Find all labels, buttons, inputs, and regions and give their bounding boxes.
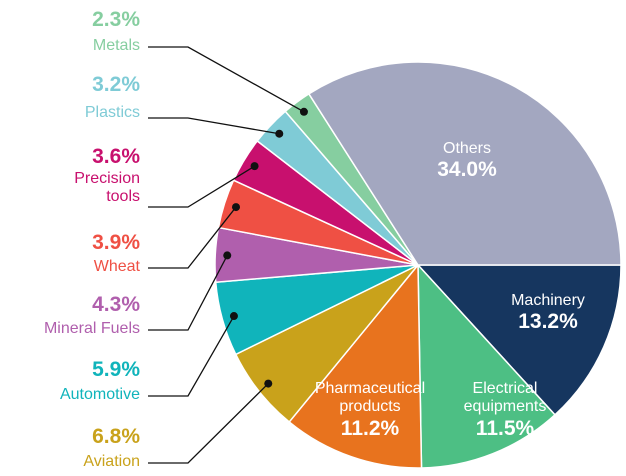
slice-label: Machinery 13.2% [511, 292, 585, 335]
category-label: Machinery [511, 292, 585, 309]
pie-slice [417, 263, 557, 469]
category-label: Electrical equipments [463, 380, 547, 416]
value-label: 3.9% [92, 231, 140, 254]
connector [148, 383, 269, 464]
value-label: 11.2% [340, 416, 400, 440]
value-label: 3.6% [92, 145, 140, 168]
connector [148, 46, 305, 113]
category-label: Wheat [93, 258, 140, 275]
value-label: 2.3% [92, 8, 140, 31]
slice-label: Others 34.0% [437, 140, 497, 183]
category-label: Precision tools [74, 170, 140, 206]
connector [148, 117, 280, 135]
value-label: 5.9% [92, 358, 140, 381]
pie-slice [288, 262, 423, 469]
connector-dot [299, 107, 308, 116]
category-label: Plastics [84, 104, 140, 121]
connector-dot [250, 162, 259, 171]
connector [148, 206, 237, 269]
connector [148, 315, 235, 397]
value-label: 4.3% [92, 293, 140, 316]
category-label: Aviation [83, 453, 140, 470]
connector [148, 255, 228, 331]
category-label: Mineral Fuels [43, 320, 140, 337]
value-label: 13.2% [518, 310, 578, 334]
category-label: Automotive [59, 386, 140, 403]
connector-dot [275, 129, 284, 138]
pie-slice [416, 264, 622, 416]
slice-label: Electrical equipments 11.5% [450, 380, 560, 441]
connector-dot [264, 379, 273, 388]
value-label: 34.0% [437, 158, 497, 182]
slice-label: Pharmaceutical products 11.2% [305, 380, 435, 441]
connector-dot [231, 203, 240, 212]
pie-slice [307, 61, 622, 266]
value-label: 11.5% [475, 416, 535, 440]
value-label: 3.2% [92, 73, 140, 96]
category-label: Metals [92, 37, 140, 54]
value-label: 6.8% [92, 425, 140, 448]
connector-dot [229, 312, 238, 321]
category-label: Others [442, 140, 492, 157]
connector-dot [223, 251, 232, 260]
connector [148, 165, 255, 208]
category-label: Pharmaceutical products [314, 380, 426, 416]
